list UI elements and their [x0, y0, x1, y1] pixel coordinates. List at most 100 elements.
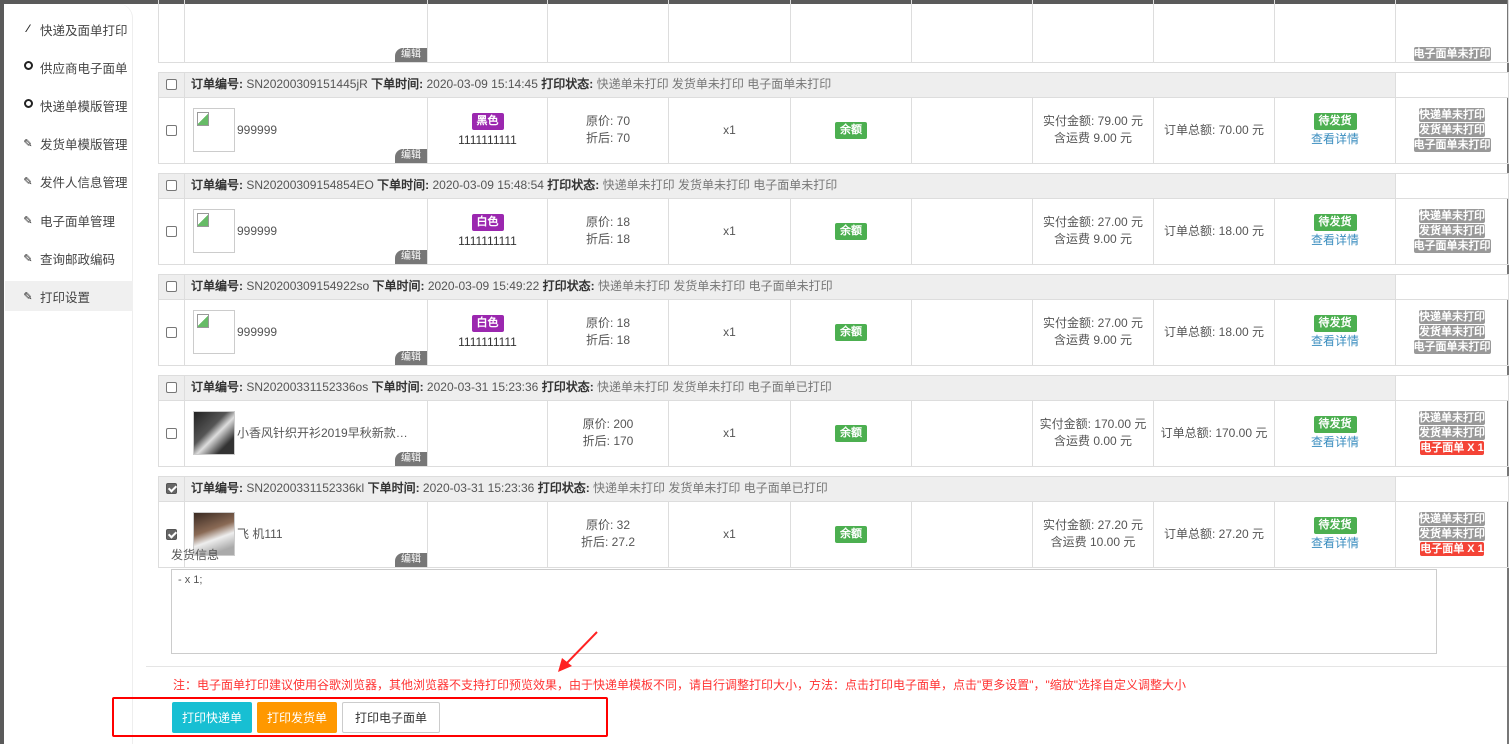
product-name[interactable]: 999999: [237, 324, 278, 339]
shipping-fee: 9.00: [1093, 232, 1117, 246]
edit-icon: ✎: [23, 252, 33, 265]
sidebar-item[interactable]: 供应商电子面单: [5, 52, 133, 82]
circle-icon: [21, 61, 35, 73]
cell: 折后:: [580, 535, 609, 549]
original-price: 32: [616, 518, 631, 532]
field-label: 下单时间:: [371, 77, 424, 91]
order-checkbox[interactable]: [166, 79, 177, 91]
cell: 待发货 查看详情: [1274, 399, 1396, 467]
print-status-button[interactable]: 电子面单 X 1: [1420, 542, 1484, 556]
item-checkbox[interactable]: [166, 124, 177, 136]
sidebar-item[interactable]: ⁄ 快递及面单打印: [5, 14, 133, 44]
cell: [911, 0, 1033, 63]
edit-button[interactable]: 编辑: [395, 47, 427, 62]
view-details-link[interactable]: 查看详情: [1310, 536, 1359, 550]
cell: 余额: [790, 96, 912, 164]
discount-price: 170: [613, 434, 634, 448]
print-status-button[interactable]: 电子面单未打印: [1413, 239, 1491, 253]
order-total: 18.00: [1218, 223, 1249, 238]
item-checkbox[interactable]: [166, 225, 177, 237]
order-checkbox[interactable]: [166, 180, 177, 192]
cell: 快递单未打印 发货单未打印 电子面单未打印: [1395, 96, 1509, 164]
print-express-button[interactable]: 打印快递单: [172, 702, 253, 733]
product-name[interactable]: 小香风针织开衫2019早秋新款针...: [237, 425, 417, 440]
edit-button[interactable]: 编辑: [395, 249, 427, 264]
edit-button[interactable]: 编辑: [395, 350, 427, 365]
cell: 含运费: [1053, 131, 1090, 145]
order-checkbox[interactable]: [166, 483, 177, 495]
sidebar-item-label: 查询邮政编码: [40, 252, 116, 267]
product-image: [193, 108, 235, 152]
cell: 实付金额:: [1042, 316, 1095, 330]
cell: 实付金额: 27.20 元含运费 10.00 元: [1032, 500, 1154, 568]
cell: 订单编号: SN20200331152336kl 下单时间: 2020-03-3…: [184, 475, 1396, 502]
quantity: x1: [668, 298, 791, 366]
item-checkbox[interactable]: [166, 528, 177, 540]
shipping-info-textarea[interactable]: - x 1;: [171, 569, 1437, 654]
print-status-button[interactable]: 电子面单 X 1: [1420, 441, 1484, 455]
spacer-row: [158, 465, 1509, 477]
product-name[interactable]: 999999: [237, 122, 278, 137]
cell: 订单总额: 70.00 元: [1153, 96, 1275, 164]
cell: 飞 机111 编辑: [184, 500, 428, 568]
shipping-fee: 0.00: [1093, 434, 1117, 448]
order-header-row: 订单编号: SN20200309151445jR 下单时间: 2020-03-0…: [158, 71, 1509, 98]
edit-icon: ✎: [23, 138, 33, 151]
product-name[interactable]: 飞 机111: [237, 526, 283, 541]
view-details-link[interactable]: 查看详情: [1310, 435, 1359, 449]
view-details-link[interactable]: 查看详情: [1310, 132, 1359, 146]
cell: 实付金额: 27.00 元含运费 9.00 元: [1032, 298, 1154, 366]
item-checkbox[interactable]: [166, 427, 177, 439]
order-checkbox[interactable]: [166, 382, 177, 394]
cell: 原价:: [585, 114, 614, 128]
cell: [427, 0, 548, 63]
cell: 元: [1120, 434, 1133, 448]
sidebar-item-label: 发货单模版管理: [40, 138, 128, 153]
sidebar-item[interactable]: ✎ 发件人信息管理: [5, 167, 133, 197]
print-status: 快递单未打印 发货单未打印 电子面单未打印: [597, 279, 833, 293]
original-price: 70: [616, 114, 631, 128]
order-time: 2020-03-09 15:49:22: [427, 279, 540, 293]
sidebar-item-label: 发件人信息管理: [40, 176, 128, 191]
print-status-button[interactable]: 发货单未打印: [1419, 527, 1485, 541]
sidebar-item[interactable]: ✎ 查询邮政编码: [5, 243, 133, 273]
edit-button[interactable]: 编辑: [395, 552, 427, 567]
print-status-button[interactable]: 快递单未打印: [1419, 310, 1485, 324]
edit-button[interactable]: 编辑: [395, 148, 427, 163]
print-status-button[interactable]: 发货单未打印: [1419, 426, 1485, 440]
view-details-link[interactable]: 查看详情: [1310, 233, 1359, 247]
product-name[interactable]: 999999: [237, 223, 278, 238]
print-status-button[interactable]: 电子面单未打印: [1413, 340, 1491, 354]
sku: 1111111111: [458, 334, 517, 349]
eorder-status-button[interactable]: 电子面单未打印: [1413, 46, 1491, 61]
sidebar-item[interactable]: ✎ 发货单模版管理: [5, 129, 133, 159]
print-status-button[interactable]: 快递单未打印: [1419, 411, 1485, 425]
field-label: 打印状态:: [547, 178, 600, 192]
cell: [1395, 374, 1509, 401]
cell: 原价: 200 折后: 170: [547, 399, 669, 467]
print-status-button[interactable]: 快递单未打印: [1419, 209, 1485, 223]
cell: 实付金额: 27.00 元含运费 9.00 元: [1032, 197, 1154, 265]
cell: 实付金额:: [1042, 518, 1095, 532]
print-status-button[interactable]: 电子面单未打印: [1413, 138, 1491, 152]
sidebar-item[interactable]: ✎ 打印设置: [5, 281, 133, 312]
print-eorder-button[interactable]: 打印电子面单: [342, 702, 441, 733]
payment-badge: 余额: [835, 525, 867, 543]
view-details-link[interactable]: 查看详情: [1310, 334, 1359, 348]
order-checkbox[interactable]: [166, 281, 177, 293]
edit-icon: ✎: [23, 176, 33, 189]
sidebar-item[interactable]: 快递单模版管理: [5, 90, 133, 120]
print-status-button[interactable]: 发货单未打印: [1419, 325, 1485, 339]
edit-button[interactable]: 编辑: [395, 451, 427, 466]
cell: 含运费: [1053, 333, 1090, 347]
print-status-button[interactable]: 发货单未打印: [1419, 123, 1485, 137]
sidebar-item[interactable]: ✎ 电子面单管理: [5, 205, 133, 235]
cell: 快递单未打印 发货单未打印 电子面单 X 1: [1395, 399, 1509, 467]
print-delivery-button[interactable]: 打印发货单: [257, 702, 338, 733]
print-status-button[interactable]: 快递单未打印: [1419, 108, 1485, 122]
quantity: x1: [668, 399, 791, 467]
print-status-button[interactable]: 发货单未打印: [1419, 224, 1485, 238]
discount-price: 18: [616, 232, 631, 246]
item-checkbox[interactable]: [166, 326, 177, 338]
print-status-button[interactable]: 快递单未打印: [1419, 512, 1485, 526]
